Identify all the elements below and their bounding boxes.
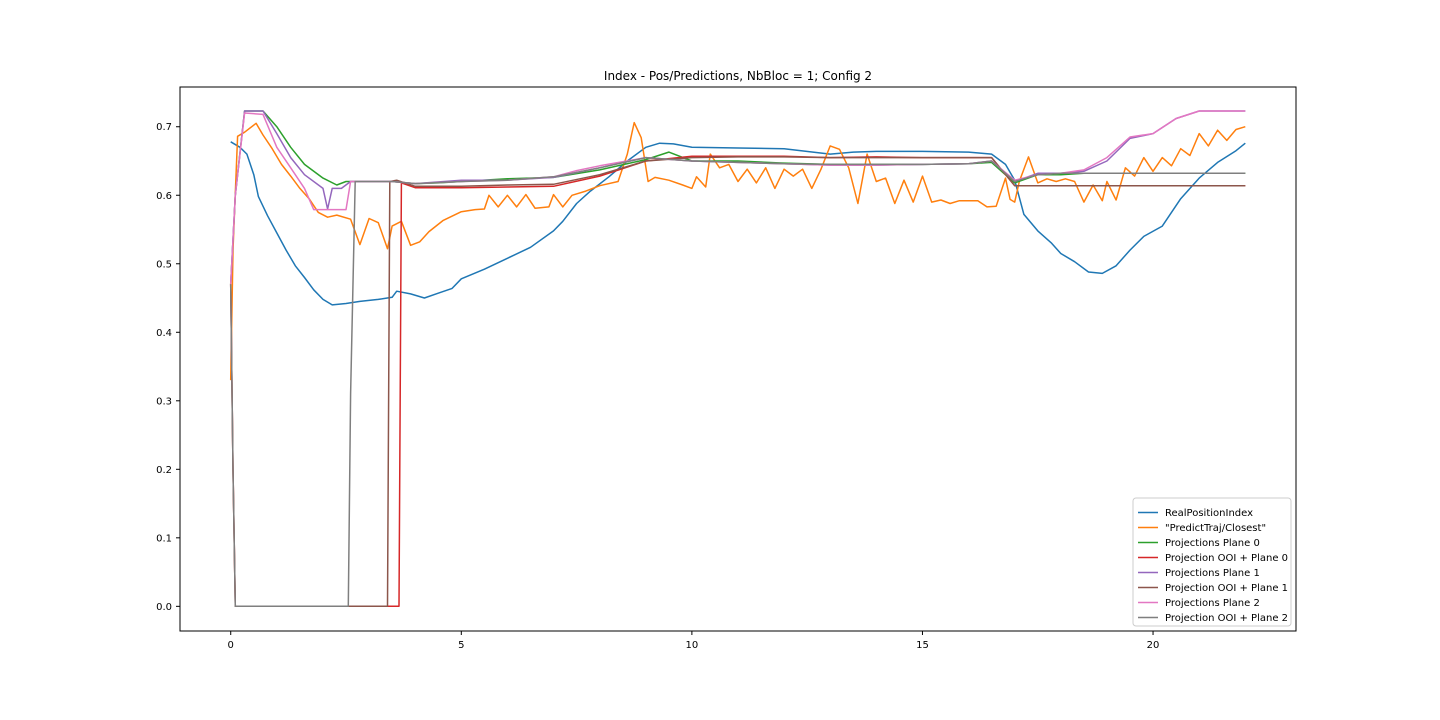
plot-frame <box>179 86 1297 632</box>
x-tick-label-2: 10 <box>686 640 699 651</box>
y-tick-label-0: 0.0 <box>156 602 172 613</box>
y-axis: 0.0 0.1 0.2 0.3 0.4 0.5 0.6 0.7 <box>156 122 180 613</box>
y-tick-label-2: 0.2 <box>156 465 172 476</box>
x-tick-label-4: 20 <box>1147 640 1160 651</box>
y-tick-label-3: 0.3 <box>156 396 172 407</box>
legend-label-2: Projections Plane 0 <box>1165 538 1260 549</box>
legend-label-7: Projection OOI + Plane 2 <box>1165 613 1288 624</box>
legend-box <box>1132 497 1292 627</box>
y-tick-label-4: 0.4 <box>156 328 172 339</box>
y-tick-label-7: 0.7 <box>156 122 172 133</box>
series-line-0 <box>230 141 1246 306</box>
series-line-2 <box>229 110 1246 285</box>
series-line-6 <box>229 110 1246 285</box>
y-tick-label-5: 0.5 <box>156 259 172 270</box>
legend-label-6: Projections Plane 2 <box>1165 598 1260 609</box>
chart-title: Index - Pos/Predictions, NbBloc = 1; Con… <box>604 69 872 83</box>
x-tick-label-3: 15 <box>916 640 929 651</box>
legend-label-3: Projection OOI + Plane 0 <box>1165 553 1288 564</box>
legend: RealPositionIndex "PredictTraj/Closest" Pr… <box>1132 497 1292 627</box>
legend-label-0: RealPositionIndex <box>1165 508 1253 519</box>
series-line-7 <box>229 156 1246 608</box>
series-layer <box>229 110 1246 608</box>
legend-label-5: Projection OOI + Plane 1 <box>1165 583 1288 594</box>
series-line-4 <box>229 110 1246 285</box>
y-tick-label-6: 0.6 <box>156 191 172 202</box>
x-tick-label-0: 0 <box>228 640 234 651</box>
series-line-5 <box>229 156 1246 608</box>
y-tick-label-1: 0.1 <box>156 533 172 544</box>
x-axis: 0 5 10 15 20 <box>228 631 1160 651</box>
legend-label-4: Projections Plane 1 <box>1165 568 1260 579</box>
legend-label-1: "PredictTraj/Closest" <box>1165 523 1266 534</box>
series-line-3 <box>229 155 1246 608</box>
x-tick-label-1: 5 <box>458 640 464 651</box>
